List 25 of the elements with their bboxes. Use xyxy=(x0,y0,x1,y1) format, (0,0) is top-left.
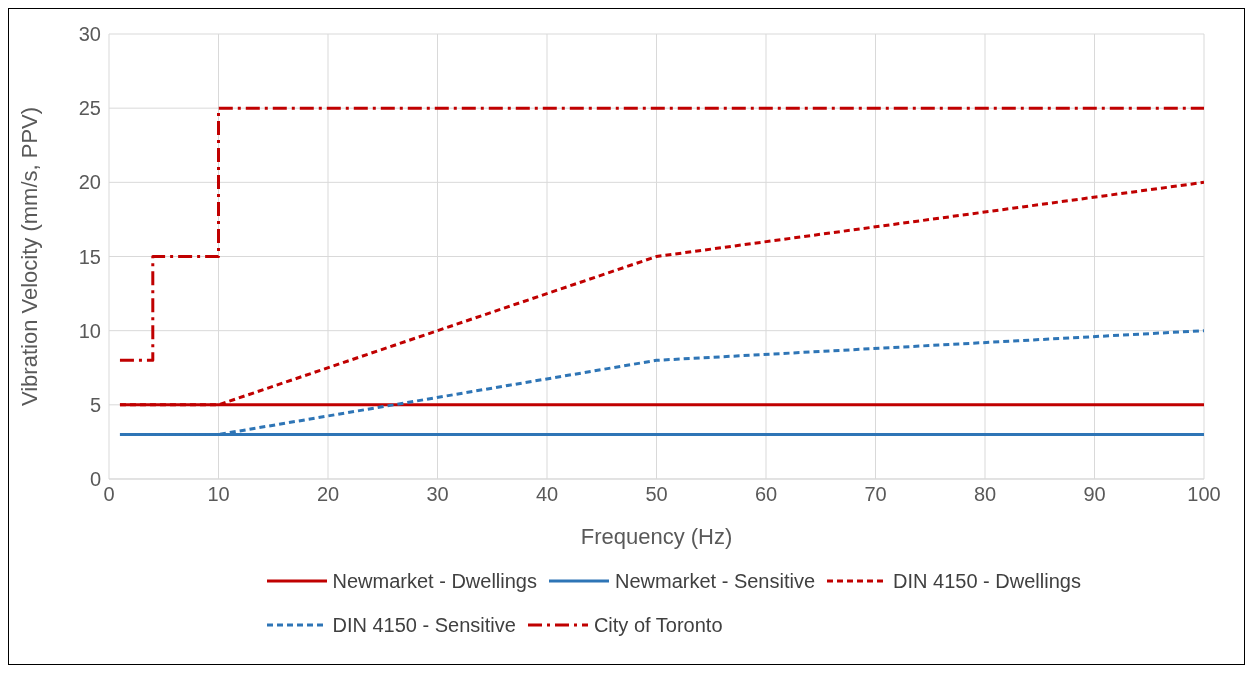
y-tick-label: 10 xyxy=(78,319,101,342)
x-tick-label: 0 xyxy=(103,483,115,506)
legend-label: City of Toronto xyxy=(593,613,723,637)
x-tick-label: 20 xyxy=(316,483,340,506)
x-tick-label: 50 xyxy=(645,483,668,506)
legend-label: Newmarket - Dwellings xyxy=(332,569,537,593)
y-axis-title: Vibration Velocity (mm/s, PPV) xyxy=(16,106,42,407)
x-axis-title: Frequency (Hz) xyxy=(580,524,733,549)
x-tick-label: 30 xyxy=(426,483,449,506)
y-tick-label: 15 xyxy=(78,245,101,268)
x-tick-label: 40 xyxy=(535,483,559,506)
x-tick-label: 80 xyxy=(973,483,997,506)
y-tick-label: 0 xyxy=(89,468,101,491)
x-tick-label: 60 xyxy=(754,483,778,506)
x-tick-label: 100 xyxy=(1187,483,1221,506)
legend-label: Newmarket - Sensitive xyxy=(615,569,816,593)
legend-label: DIN 4150 - Dwellings xyxy=(893,569,1081,593)
y-tick-label: 30 xyxy=(78,23,101,46)
legend-label: DIN 4150 - Sensitive xyxy=(332,613,516,637)
y-tick-label: 25 xyxy=(78,97,101,120)
y-tick-label: 20 xyxy=(78,171,101,194)
y-tick-label: 5 xyxy=(89,393,101,416)
x-tick-label: 10 xyxy=(207,483,230,506)
x-tick-label: 70 xyxy=(864,483,887,506)
x-tick-label: 90 xyxy=(1083,483,1106,506)
